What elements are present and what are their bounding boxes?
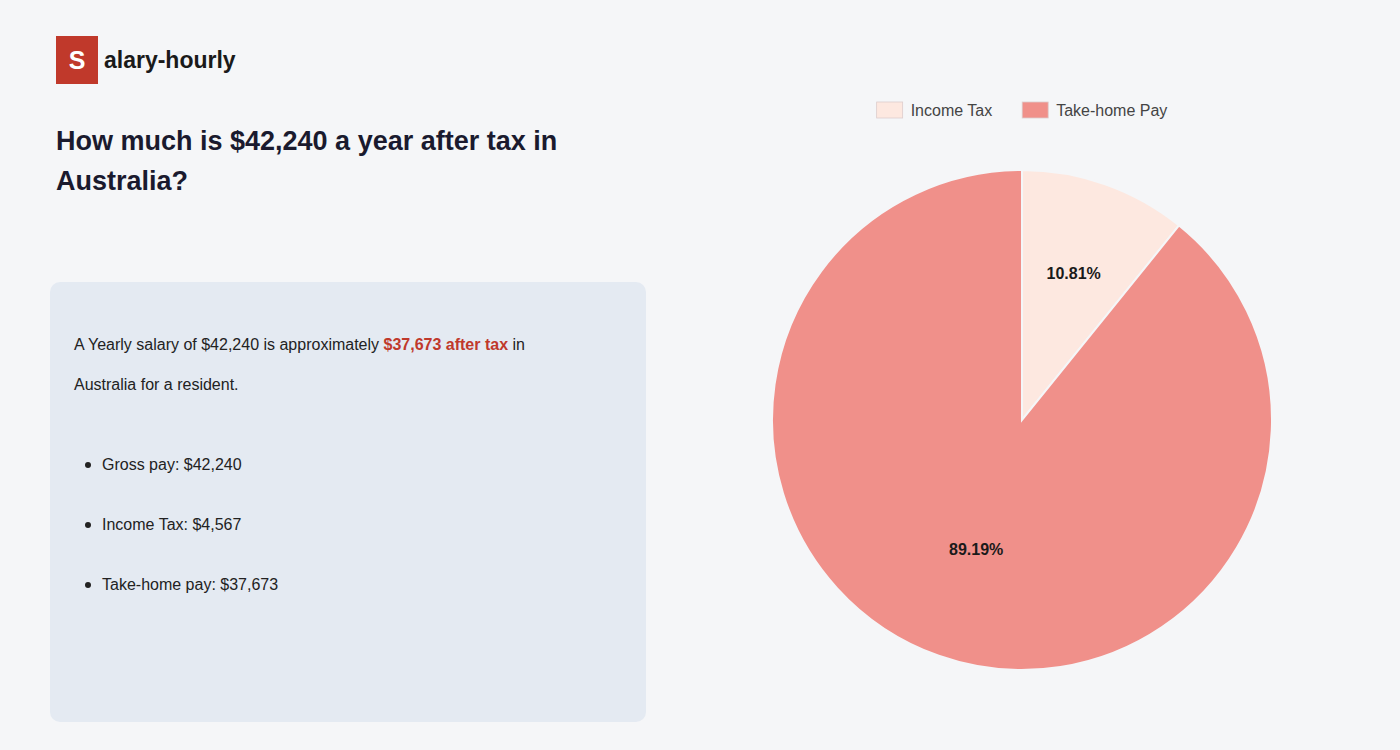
- legend-swatch: [1022, 102, 1048, 118]
- body-text: A Yearly salary of $42,240 is approximat…: [74, 336, 384, 353]
- background: [0, 0, 1400, 750]
- body-text: Australia for a resident.: [74, 376, 239, 393]
- logo-text: alary-hourly: [104, 47, 236, 73]
- page: Salary-hourly How much is $42,240 a year …: [0, 0, 1400, 750]
- info-box-background: [50, 282, 646, 722]
- logo: Salary-hourly: [56, 36, 236, 84]
- pie: [772, 170, 1272, 670]
- pie-slice: [772, 170, 1272, 670]
- legend-label: Take-home Pay: [1056, 102, 1167, 119]
- heading-line: How much is $42,240 a year after tax in: [56, 126, 557, 156]
- heading-line: Australia?: [56, 166, 188, 196]
- legend-item: Income Tax: [877, 102, 993, 119]
- bullet-item: Income Tax: $4,567: [102, 516, 241, 533]
- bullet-dot: [85, 462, 91, 468]
- bullet-dot: [85, 582, 91, 588]
- data-labels: 10.81% 89.19%: [949, 265, 1101, 558]
- logo-letter: S: [69, 46, 86, 74]
- legend-label: Income Tax: [911, 102, 993, 119]
- data-label: 10.81%: [1047, 265, 1101, 282]
- bullet-item: Gross pay: $42,240: [102, 456, 242, 473]
- logo-box: [56, 36, 98, 84]
- bullet-dot: [85, 522, 91, 528]
- body-line: Australia for a resident.: [74, 376, 239, 393]
- legend-item: Take-home Pay: [1022, 102, 1167, 119]
- heading: How much is $42,240 a year after tax in A…: [56, 126, 557, 196]
- data-label: 89.19%: [949, 541, 1003, 558]
- legend: Income Tax Take-home Pay: [877, 102, 1168, 119]
- legend-swatch: [877, 102, 903, 118]
- bullet-item: Take-home pay: $37,673: [102, 576, 278, 593]
- info-box: A Yearly salary of $42,240 is approximat…: [50, 282, 646, 722]
- body-line: A Yearly salary of $42,240 is approximat…: [74, 336, 525, 353]
- body-highlight: $37,673 after tax: [384, 336, 509, 353]
- body-text: in: [508, 336, 525, 353]
